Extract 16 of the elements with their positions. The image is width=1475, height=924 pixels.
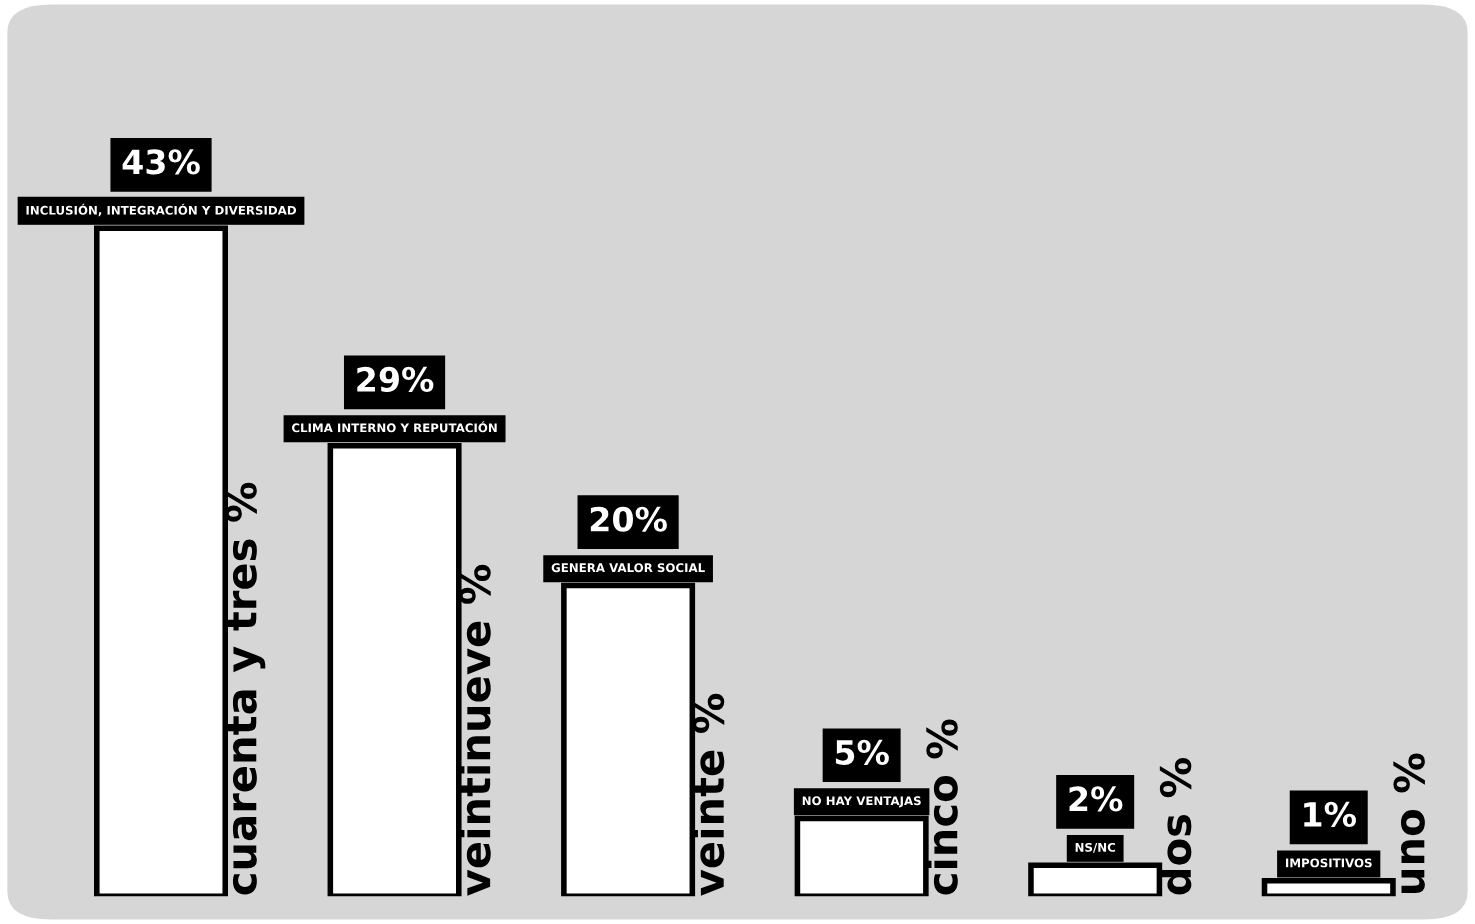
data-label: 2% xyxy=(1069,786,1123,812)
x-tick-label: IMPOSITIVOS xyxy=(1285,858,1372,868)
data-label: 20% xyxy=(590,506,667,532)
data-label: 5% xyxy=(835,739,889,765)
x-tick-label: NS/NC xyxy=(1075,842,1116,853)
x-tick-label: NO HAY VENTAJAS xyxy=(802,796,921,808)
data-label: 29% xyxy=(357,366,434,392)
data-label: 1% xyxy=(1304,801,1356,828)
data-label: 43% xyxy=(122,149,200,175)
x-tick-label: CLIMA INTERNO Y REPUTACIÓN xyxy=(291,421,497,433)
annotation: dos % xyxy=(1159,758,1192,895)
annotation: cinco % xyxy=(925,719,958,895)
annotation: veintinueve % xyxy=(458,564,491,896)
x-tick-label: INCLUSIÓN, INTEGRACIÓN Y DIVERSIDAD xyxy=(26,203,296,217)
x-tick-label: GENERA VALOR SOCIAL xyxy=(551,563,705,573)
annotation: uno % xyxy=(1393,753,1425,894)
